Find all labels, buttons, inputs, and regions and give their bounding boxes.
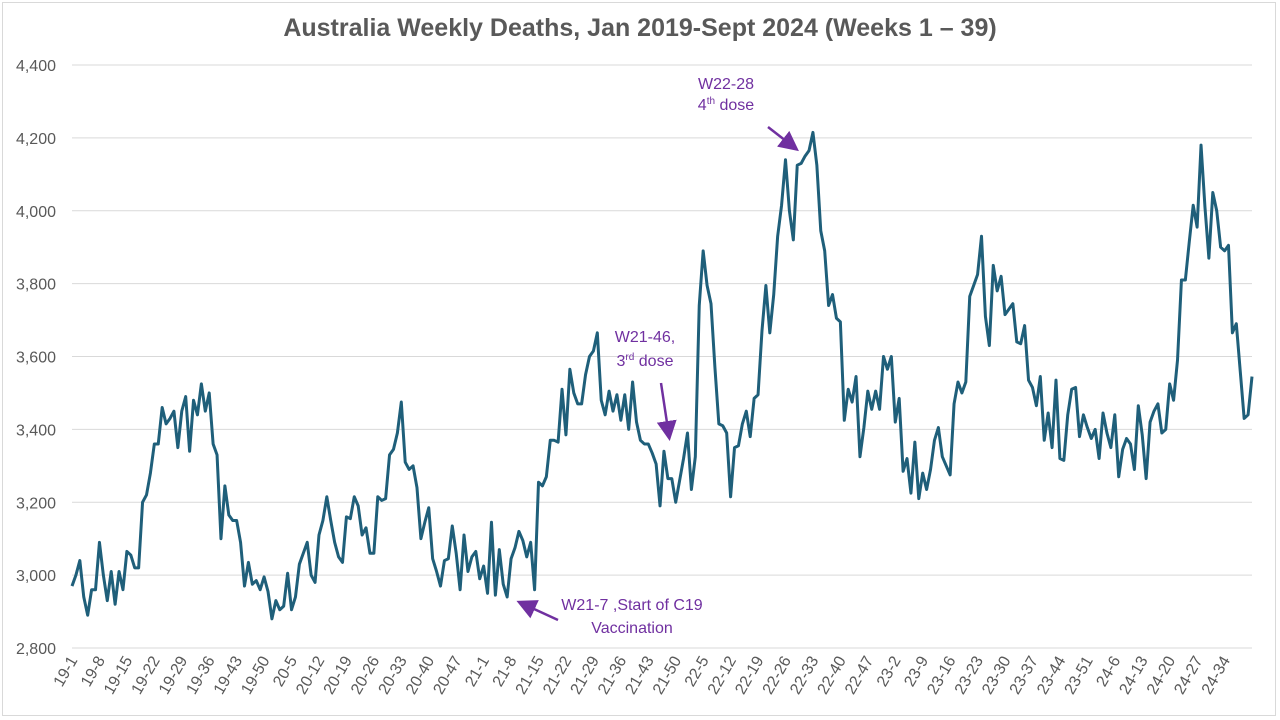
y-tick-label: 3,600	[16, 350, 56, 367]
annotation-3rd-dose-line1: W21-46,	[615, 329, 675, 346]
series-line-weekly-deaths	[70, 130, 1254, 621]
annotation-4th-dose-line2: 4th dose	[698, 96, 754, 114]
annotation-4th-dose-arrow	[767, 126, 799, 152]
y-tick-label: 4,000	[16, 204, 56, 221]
x-tick-label: 23-2	[874, 653, 905, 689]
y-tick-label: 3,200	[16, 495, 56, 512]
y-tick-label: 4,400	[16, 58, 56, 75]
x-tick-label: 23-51	[1062, 653, 1097, 697]
annotation-vaccination-start: W21-7 ,Start of C19 Vaccination	[516, 597, 703, 637]
y-tick-label: 3,000	[16, 568, 56, 585]
x-tick-label: 19-50	[238, 653, 273, 697]
x-tick-label: 22-47	[842, 653, 877, 697]
x-axis: 19-119-819-1519-2219-2919-3619-4319-5020…	[51, 653, 1234, 697]
y-tick-label: 2,800	[16, 641, 56, 658]
x-tick-label: 20-47	[430, 653, 465, 697]
annotation-vaccination-arrow	[516, 600, 559, 622]
annotation-4th-dose: W22-28 4th dose	[698, 76, 799, 152]
y-tick-label: 4,200	[16, 131, 56, 148]
x-tick-label: 24-34	[1199, 653, 1234, 697]
x-tick-label: 21-1	[462, 653, 493, 689]
annotation-3rd-dose-arrow	[656, 382, 677, 441]
gridlines	[72, 64, 1252, 649]
annotation-3rd-dose: W21-46, 3rd dose	[615, 329, 677, 441]
chart-title: Australia Weekly Deaths, Jan 2019-Sept 2…	[283, 14, 997, 42]
annotation-4th-dose-line1: W22-28	[698, 76, 754, 93]
x-tick-label: 21-50	[650, 653, 685, 697]
x-tick-label: 19-1	[51, 653, 82, 689]
y-tick-label: 3,800	[16, 277, 56, 294]
annotation-vaccination-line1: W21-7 ,Start of C19	[561, 597, 702, 614]
annotation-vaccination-line2: Vaccination	[591, 620, 673, 637]
annotation-3rd-dose-line2: 3rd dose	[617, 352, 674, 370]
y-axis: 2,800 3,000 3,200 3,400 3,600 3,800 4,000 4,200…	[16, 58, 56, 658]
y-tick-label: 3,400	[16, 422, 56, 439]
